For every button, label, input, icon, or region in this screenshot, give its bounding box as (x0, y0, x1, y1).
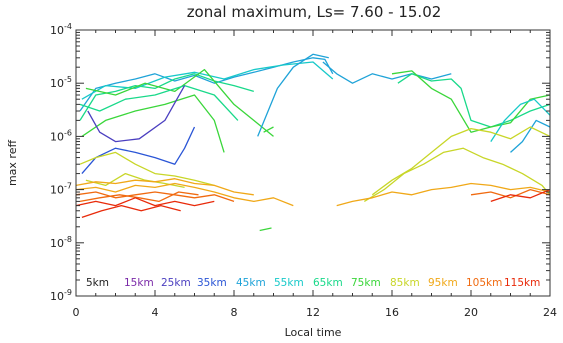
y-tick-label: 10-7 (50, 182, 72, 197)
legend-item: 25km (161, 277, 191, 289)
legend-item: 65km (313, 277, 343, 289)
legend-item: 35km (197, 277, 227, 289)
y-ticks: 10-9 10-8 10-7 10-6 10-5 10-4 (50, 22, 550, 303)
series-line-20 (75, 182, 294, 207)
series-line-26 (81, 204, 181, 219)
legend-item: 75km (351, 277, 381, 289)
series-line-18 (371, 126, 551, 196)
series-line-24 (79, 191, 199, 203)
series-line-25 (75, 197, 215, 207)
series-line-27 (470, 188, 551, 199)
plot-frame (75, 29, 551, 297)
x-tick-label: 20 (464, 306, 478, 319)
series-line-28 (490, 188, 551, 203)
x-tick-label: 0 (73, 306, 80, 319)
legend-item: 85km (390, 277, 420, 289)
series-line-21 (75, 178, 254, 196)
series-line-5 (79, 84, 239, 121)
y-tick-label: 10-5 (50, 75, 72, 90)
x-axis-label: Local time (285, 326, 342, 339)
y-tick-label: 10-8 (50, 235, 72, 250)
y-tick-label: 10-4 (50, 22, 72, 37)
y-tick-label: 10-9 (50, 288, 72, 303)
x-tick-label: 16 (385, 306, 399, 319)
series-line-4 (85, 68, 274, 137)
series-line-19 (363, 147, 551, 202)
series-layer (75, 53, 551, 232)
series-line-6 (81, 126, 196, 175)
series-line-7 (87, 85, 186, 143)
legend-item: 105km (466, 277, 502, 289)
series-line-12 (397, 73, 551, 128)
x-tick-label: 8 (231, 306, 238, 319)
series-line-3 (81, 94, 225, 153)
x-tick-label: 24 (543, 306, 557, 319)
y-axis-label: max reff (6, 140, 19, 187)
series-line-15 (510, 119, 551, 153)
series-line-11 (259, 227, 272, 232)
legend-item: 55km (274, 277, 304, 289)
legend-item: 45km (236, 277, 266, 289)
chart-title: zonal maximum, Ls= 7.60 - 15.02 (187, 3, 442, 21)
series-line-23 (75, 191, 235, 203)
series-line-10 (263, 126, 274, 133)
series-line-13 (391, 70, 551, 133)
y-tick-label: 10-6 (50, 128, 72, 143)
series-line-14 (490, 98, 551, 142)
legend-item: 95km (428, 277, 458, 289)
series-line-8 (257, 53, 329, 137)
series-line-22 (336, 182, 551, 207)
x-tick-label: 12 (306, 306, 320, 319)
series-line-9 (322, 61, 452, 84)
legend-item: 115km (504, 277, 540, 289)
x-tick-label: 4 (152, 306, 159, 319)
series-line-16 (79, 151, 215, 187)
legend-item: 5km (86, 277, 109, 289)
legend-item: 15km (124, 277, 154, 289)
x-ticks: 0 4 8 12 16 20 24 (73, 30, 557, 319)
legend: 5km 15km 25km 35km 45km 55km 65km 75km 85km 95km 1… (86, 277, 540, 289)
